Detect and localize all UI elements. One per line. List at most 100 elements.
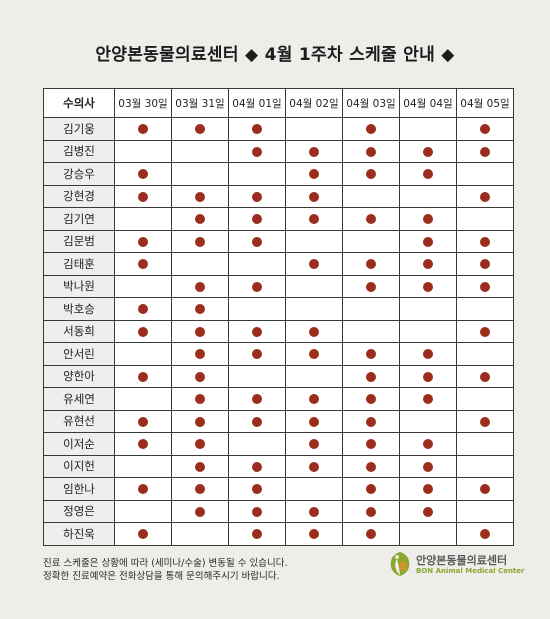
schedule-cell: [285, 139, 343, 163]
schedule-cell: [399, 454, 457, 478]
schedule-cell: [285, 409, 343, 433]
schedule-cell: [285, 477, 343, 501]
schedule-cell: [399, 499, 457, 523]
column-header-date: 03월 30일: [114, 88, 172, 118]
vet-name-cell: 하진욱: [43, 522, 115, 546]
on-duty-dot-icon: [252, 214, 262, 225]
schedule-cell: [342, 432, 400, 456]
schedule-cell: [171, 409, 229, 433]
schedule-cell: [399, 184, 457, 208]
on-duty-dot-icon: [309, 439, 319, 450]
schedule-cell: [342, 297, 400, 321]
on-duty-dot-icon: [366, 169, 376, 180]
notice-line-1: 진료 스케줄은 상황에 따라 (세미나/수술) 변동될 수 있습니다.: [43, 558, 288, 569]
vet-name-cell: 김문범: [43, 229, 115, 253]
schedule-cell: [285, 229, 343, 253]
on-duty-dot-icon: [195, 416, 205, 427]
schedule-cell: [285, 364, 343, 388]
on-duty-dot-icon: [195, 326, 205, 337]
schedule-cell: [456, 184, 514, 208]
schedule-cell: [456, 274, 514, 298]
schedule-cell: [171, 522, 229, 546]
on-duty-dot-icon: [195, 281, 205, 292]
schedule-cell: [114, 409, 172, 433]
table-row: 김문범: [43, 229, 514, 253]
on-duty-dot-icon: [480, 371, 490, 382]
schedule-cell: [342, 319, 400, 343]
schedule-cell: [114, 432, 172, 456]
on-duty-dot-icon: [423, 506, 433, 517]
schedule-cell: [342, 409, 400, 433]
on-duty-dot-icon: [138, 169, 148, 180]
column-header-date: 03월 31일: [171, 88, 229, 118]
on-duty-dot-icon: [366, 259, 376, 270]
schedule-cell: [228, 364, 286, 388]
on-duty-dot-icon: [138, 484, 148, 495]
schedule-cell: [456, 522, 514, 546]
vet-name-cell: 이지헌: [43, 454, 115, 478]
table-row: 유현선: [43, 409, 514, 433]
schedule-cell: [171, 184, 229, 208]
schedule-cell: [114, 184, 172, 208]
vet-name-cell: 임한나: [43, 477, 115, 501]
schedule-cell: [114, 387, 172, 411]
schedule-cell: [399, 364, 457, 388]
schedule-cell: [399, 387, 457, 411]
schedule-cell: [228, 252, 286, 276]
vet-name-cell: 정영은: [43, 499, 115, 523]
schedule-cell: [114, 342, 172, 366]
schedule-cell: [285, 454, 343, 478]
schedule-cell: [171, 207, 229, 231]
on-duty-dot-icon: [309, 394, 319, 405]
schedule-cell: [285, 432, 343, 456]
on-duty-dot-icon: [423, 371, 433, 382]
logo-name-english: BON Animal Medical Center: [416, 567, 525, 575]
schedule-cell: [114, 319, 172, 343]
table-row: 김병진: [43, 139, 514, 163]
on-duty-dot-icon: [366, 214, 376, 225]
on-duty-dot-icon: [423, 259, 433, 270]
schedule-cell: [114, 274, 172, 298]
schedule-cell: [285, 162, 343, 186]
on-duty-dot-icon: [252, 394, 262, 405]
schedule-cell: [171, 229, 229, 253]
on-duty-dot-icon: [480, 281, 490, 292]
on-duty-dot-icon: [195, 461, 205, 472]
schedule-cell: [114, 117, 172, 141]
schedule-cell: [114, 139, 172, 163]
vet-name-cell: 양한아: [43, 364, 115, 388]
schedule-cell: [456, 477, 514, 501]
schedule-cell: [399, 342, 457, 366]
on-duty-dot-icon: [138, 371, 148, 382]
on-duty-dot-icon: [252, 191, 262, 202]
table-row: 양한아: [43, 364, 514, 388]
on-duty-dot-icon: [195, 304, 205, 315]
vet-name-cell: 이저순: [43, 432, 115, 456]
on-duty-dot-icon: [366, 394, 376, 405]
schedule-cell: [228, 297, 286, 321]
on-duty-dot-icon: [366, 439, 376, 450]
clinic-logo: 안양본동물의료센터 BON Animal Medical Center: [388, 551, 524, 581]
on-duty-dot-icon: [138, 236, 148, 247]
on-duty-dot-icon: [309, 191, 319, 202]
on-duty-dot-icon: [138, 191, 148, 202]
schedule-cell: [399, 162, 457, 186]
on-duty-dot-icon: [366, 484, 376, 495]
schedule-cell: [114, 297, 172, 321]
schedule-cell: [342, 342, 400, 366]
on-duty-dot-icon: [252, 124, 262, 135]
on-duty-dot-icon: [195, 439, 205, 450]
schedule-table: 수의사 03월 30일 03월 31일 04월 01일 04월 02일 04월 03일 0…: [43, 88, 514, 546]
column-header-date: 04월 02일: [285, 88, 343, 118]
schedule-cell: [171, 139, 229, 163]
schedule-cell: [171, 387, 229, 411]
table-row: 박나원: [43, 274, 514, 298]
schedule-cell: [342, 499, 400, 523]
vet-name-cell: 유세연: [43, 387, 115, 411]
on-duty-dot-icon: [252, 416, 262, 427]
schedule-cell: [399, 117, 457, 141]
on-duty-dot-icon: [252, 529, 262, 540]
on-duty-dot-icon: [366, 416, 376, 427]
schedule-cell: [114, 162, 172, 186]
on-duty-dot-icon: [480, 236, 490, 247]
